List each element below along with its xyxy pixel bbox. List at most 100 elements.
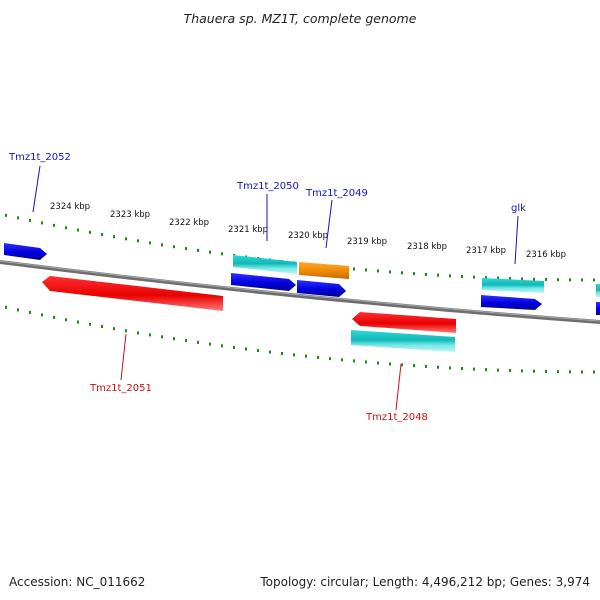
scale-minor-tick — [101, 325, 103, 329]
scale-minor-tick — [137, 239, 139, 243]
scale-minor-tick — [353, 267, 355, 271]
reverse-strand-features — [42, 276, 456, 352]
scale-minor-tick — [113, 327, 115, 331]
scale-minor-tick — [125, 329, 127, 333]
gene-label-tmz1t-2051[interactable]: Tmz1t_2051 — [89, 383, 152, 394]
rna-feature-edge[interactable] — [596, 284, 600, 297]
scale-minor-tick — [365, 360, 367, 364]
scale-minor-tick — [5, 305, 7, 309]
scale-tick-label: 2317 kbp — [466, 246, 506, 256]
scale-minor-tick — [545, 369, 547, 373]
scale-minor-tick — [233, 345, 235, 349]
scale-minor-tick — [497, 368, 499, 372]
gene-glk[interactable] — [481, 295, 542, 310]
scale-minor-tick — [473, 367, 475, 371]
feature-tmz1t-2049[interactable] — [299, 262, 349, 279]
gene-tmz1t-2050[interactable] — [231, 273, 296, 291]
scale-minor-tick — [593, 278, 595, 282]
scale-minor-tick — [161, 335, 163, 339]
scale-tick-label: 2319 kbp — [347, 237, 387, 247]
scale-minor-tick — [257, 349, 259, 353]
scale-minor-tick — [485, 276, 487, 280]
accession-label: Accession: NC_011662 — [9, 575, 145, 589]
scale-tick-label: 2320 kbp — [288, 231, 328, 241]
scale-minor-tick — [149, 333, 151, 337]
scale-tick-label: 2318 kbp — [407, 242, 447, 252]
scale-minor-tick — [89, 322, 91, 326]
scale-minor-tick — [281, 351, 283, 355]
gene-edge[interactable] — [596, 302, 600, 315]
scale-minor-tick — [329, 357, 331, 361]
scale-minor-tick — [197, 248, 199, 252]
scale-minor-tick — [413, 364, 415, 368]
scale-labels: 2324 kbp 2323 kbp 2322 kbp 2321 kbp 2320… — [50, 202, 566, 260]
scale-minor-tick — [389, 270, 391, 274]
scale-minor-tick — [569, 370, 571, 374]
rna-feature-glk[interactable] — [482, 278, 544, 293]
scale-minor-tick — [53, 315, 55, 319]
scale-minor-tick — [509, 369, 511, 373]
scale-minor-tick — [377, 361, 379, 365]
scale-minor-tick — [449, 366, 451, 370]
scale-minor-tick — [377, 269, 379, 273]
scale-minor-tick — [173, 337, 175, 341]
scale-minor-tick — [401, 363, 403, 367]
scale-minor-tick — [269, 350, 271, 354]
scale-minor-tick — [209, 250, 211, 254]
scale-minor-tick — [581, 370, 583, 374]
scale-minor-tick — [425, 272, 427, 276]
scale-minor-tick — [533, 369, 535, 373]
scale-minor-tick — [197, 340, 199, 344]
scale-tick-label: 2323 kbp — [110, 210, 150, 220]
gene-tmz1t-2048[interactable] — [352, 312, 456, 333]
scale-minor-tick — [521, 369, 523, 373]
scale-minor-tick — [137, 331, 139, 335]
scale-minor-tick — [581, 278, 583, 282]
scale-tick-label: 2316 kbp — [526, 250, 566, 260]
gene-label-tmz1t-2049[interactable]: Tmz1t_2049 — [305, 188, 368, 199]
scale-minor-tick — [65, 318, 67, 322]
scale-minor-tick — [41, 221, 43, 225]
scale-minor-tick — [533, 277, 535, 281]
scale-tick-label: 2324 kbp — [50, 202, 90, 212]
gene-label-tmz1t-2050[interactable]: Tmz1t_2050 — [236, 181, 299, 192]
scale-minor-tick — [17, 216, 19, 220]
scale-minor-tick — [437, 273, 439, 277]
gene-label-tmz1t-2052[interactable]: Tmz1t_2052 — [8, 152, 71, 163]
scale-minor-tick — [317, 355, 319, 359]
lower-scale-track — [5, 305, 595, 374]
scale-minor-tick — [413, 272, 415, 276]
scale-minor-tick — [5, 213, 7, 217]
scale-minor-tick — [209, 342, 211, 346]
gene-tmz1t-2049[interactable] — [297, 280, 346, 297]
scale-tick-label: 2322 kbp — [169, 218, 209, 228]
scale-minor-tick — [461, 275, 463, 279]
scale-minor-tick — [497, 276, 499, 280]
scale-minor-tick — [437, 365, 439, 369]
scale-minor-tick — [185, 339, 187, 343]
scale-minor-tick — [557, 370, 559, 374]
scale-minor-tick — [389, 362, 391, 366]
scale-minor-tick — [425, 364, 427, 368]
label-leaders — [32, 165, 519, 411]
scale-minor-tick — [221, 344, 223, 348]
gene-label-tmz1t-2048[interactable]: Tmz1t_2048 — [365, 412, 428, 423]
rna-feature-tmz1t-2048[interactable] — [351, 330, 455, 352]
gene-label-glk[interactable]: glk — [511, 203, 526, 214]
scale-minor-tick — [485, 368, 487, 372]
gene-tmz1t-2051[interactable] — [42, 276, 223, 311]
gene-tmz1t-2052[interactable] — [4, 243, 47, 260]
scale-minor-tick — [161, 243, 163, 247]
scale-minor-tick — [185, 247, 187, 251]
scale-minor-tick — [557, 278, 559, 282]
scale-minor-tick — [521, 277, 523, 281]
scale-tick-label: 2321 kbp — [228, 225, 268, 235]
scale-minor-tick — [53, 223, 55, 227]
scale-minor-tick — [29, 218, 31, 222]
scale-minor-tick — [245, 347, 247, 351]
scale-minor-tick — [341, 358, 343, 362]
forward-strand-features — [4, 243, 600, 315]
rna-feature-tmz1t-2050[interactable] — [233, 255, 297, 274]
genome-summary: Topology: circular; Length: 4,496,212 bp… — [259, 575, 590, 589]
